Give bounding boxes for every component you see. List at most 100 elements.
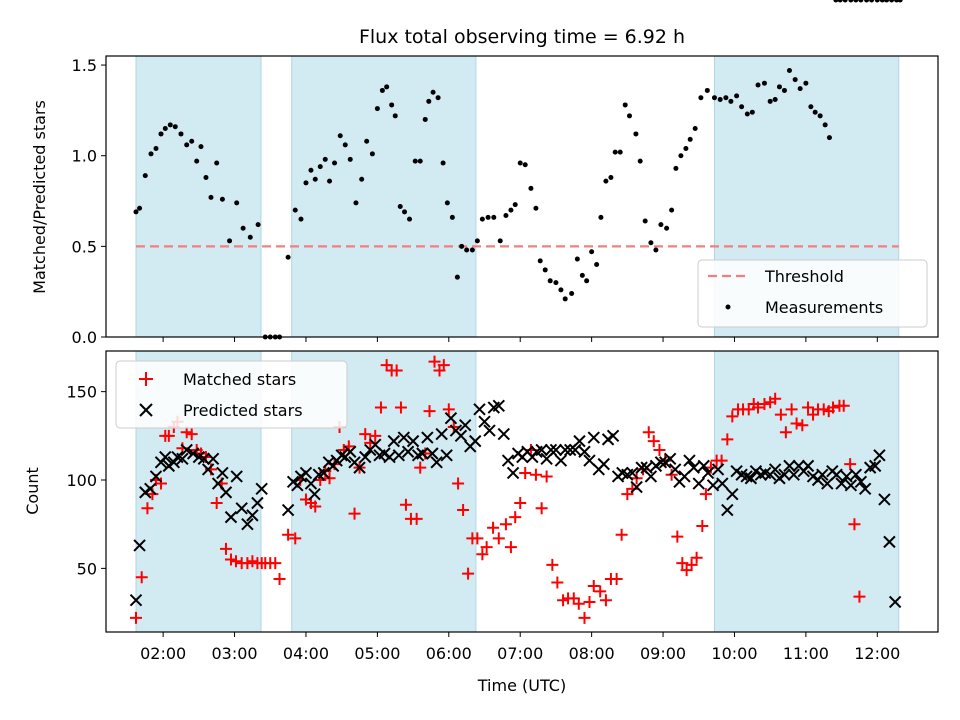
matched-star-point xyxy=(583,595,596,608)
observing-interval-shade xyxy=(713,350,900,633)
predicted-star-point xyxy=(573,434,586,448)
matched-star-point xyxy=(774,408,787,421)
predicted-star-point xyxy=(459,419,472,432)
predicted-star-point xyxy=(554,454,568,467)
predicted-star-point xyxy=(558,443,572,457)
measurement-point xyxy=(412,158,418,164)
matched-star-point xyxy=(665,468,678,481)
matched-star-point xyxy=(752,401,765,414)
predicted-star-point xyxy=(883,535,896,549)
measurement-point xyxy=(364,138,370,144)
predicted-legend-label: Predicted stars xyxy=(183,401,303,420)
measurement-point xyxy=(162,126,168,132)
matched-star-point xyxy=(480,541,493,554)
measurement-point xyxy=(678,153,684,159)
predicted-star-point xyxy=(854,475,868,488)
measurement-point xyxy=(322,156,328,162)
measurement-point xyxy=(723,95,729,101)
predicted-star-point xyxy=(326,459,340,473)
matched-star-point xyxy=(785,403,798,416)
predicted-star-point xyxy=(640,461,653,474)
x-tick-label: 09:00 xyxy=(640,644,686,663)
chart-title: Flux total observing time = 6.92 h xyxy=(359,26,685,48)
measurement-point xyxy=(717,97,723,103)
x-tick-label: 11:00 xyxy=(783,644,829,663)
measurement-point xyxy=(612,149,618,155)
predicted-star-point xyxy=(406,434,420,448)
count-legend-box xyxy=(115,360,348,429)
matched-star-point xyxy=(390,364,403,377)
predicted-star-point xyxy=(230,470,243,483)
ratio-legend: Threshold Measurements xyxy=(697,259,928,328)
predicted-star-point xyxy=(778,468,791,481)
matched-star-point xyxy=(676,557,689,570)
measurement-point xyxy=(683,145,689,151)
predicted-star-point xyxy=(397,431,411,444)
predicted-star-point xyxy=(387,434,401,448)
predicted-star-point xyxy=(697,459,710,473)
matched-star-point xyxy=(837,399,850,412)
predicted-star-point xyxy=(483,424,496,437)
measurement-point xyxy=(797,86,803,92)
measurement-point xyxy=(826,135,832,141)
predicted-star-point xyxy=(721,503,734,517)
predicted-star-point xyxy=(716,477,729,490)
predicted-star-point xyxy=(587,431,600,444)
predicted-star-point xyxy=(197,452,211,466)
observing-interval-shade xyxy=(291,55,477,338)
predicted-star-point xyxy=(251,496,264,510)
x-tick-label: 10:00 xyxy=(711,644,757,663)
measurement-points xyxy=(133,0,903,340)
measurement-point xyxy=(426,98,432,104)
measurement-point xyxy=(303,180,309,186)
measurement-point xyxy=(547,278,553,284)
matched-star-point xyxy=(790,417,803,430)
matched-star-point xyxy=(399,498,412,511)
predicted-star-point xyxy=(835,477,848,490)
matched-star-point xyxy=(572,597,585,610)
predicted-star-point xyxy=(497,427,510,441)
measurement-point xyxy=(189,138,195,144)
measurement-point xyxy=(603,178,609,184)
matched-star-point xyxy=(642,426,655,439)
predicted-star-point xyxy=(291,479,304,492)
matched-star-point xyxy=(487,521,500,534)
measurement-point xyxy=(626,113,632,119)
measurement-point xyxy=(692,126,698,132)
predicted-star-point xyxy=(149,470,163,483)
measurement-point xyxy=(407,216,413,222)
predicted-star-point xyxy=(421,431,434,444)
matched-star-point xyxy=(514,496,527,509)
measurement-point xyxy=(792,77,798,83)
matched-star-point xyxy=(471,532,484,545)
measurement-point xyxy=(440,160,446,166)
matched-star-point xyxy=(827,401,840,414)
measurement-point xyxy=(761,80,767,86)
measurements-legend-swatch xyxy=(725,304,731,310)
measurement-point xyxy=(569,290,575,296)
measurement-point xyxy=(214,160,220,166)
matched-star-point xyxy=(414,461,427,474)
predicted-star-point xyxy=(344,445,357,458)
predicted-star-point xyxy=(858,482,872,496)
matched-star-point xyxy=(437,359,450,372)
predicted-star-point xyxy=(383,450,396,464)
measurement-point xyxy=(153,145,159,151)
x-tick-label: 07:00 xyxy=(497,644,543,663)
predicted-star-point xyxy=(816,468,829,481)
measurement-point xyxy=(739,104,745,110)
matched-star-point xyxy=(690,551,703,564)
predicted-star-point xyxy=(335,449,348,462)
measurement-point xyxy=(642,218,648,224)
measurement-point xyxy=(533,205,539,211)
measurement-point xyxy=(337,133,343,139)
ratio-panel-frame xyxy=(105,55,939,338)
predicted-star-point xyxy=(454,429,468,443)
measurement-point xyxy=(558,287,564,293)
measurement-point xyxy=(658,222,664,228)
predicted-star-point xyxy=(801,459,815,473)
measurement-point xyxy=(776,84,782,90)
measurement-point xyxy=(669,207,675,213)
matched-star-point xyxy=(141,502,154,515)
predicted-star-point xyxy=(440,449,453,462)
